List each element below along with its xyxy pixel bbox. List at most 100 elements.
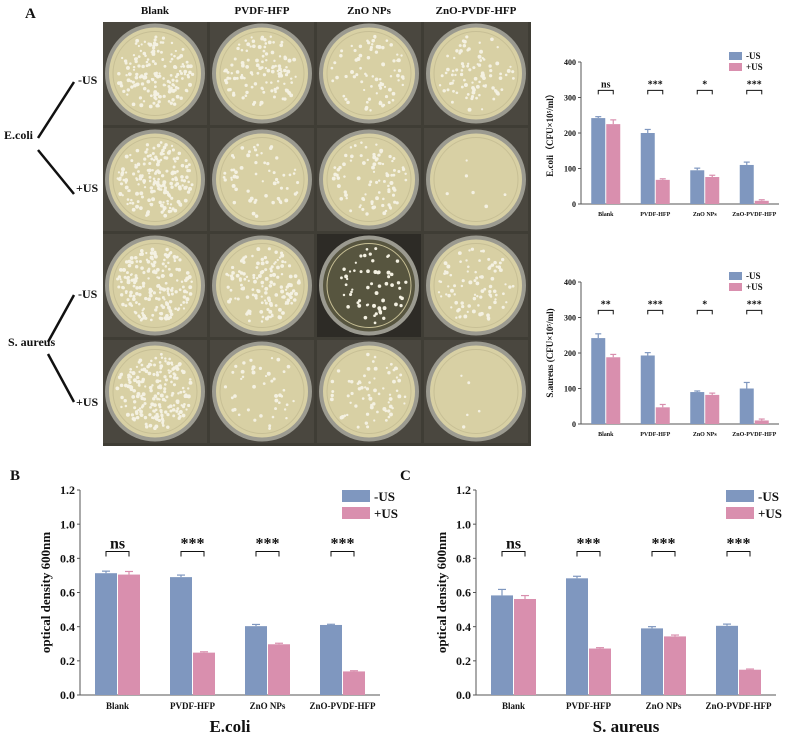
x-tick-label: PVDF-HFP: [640, 432, 670, 438]
bar: [705, 394, 720, 424]
column-label-zno-nps: ZnO NPs: [347, 5, 391, 17]
significance-bracket: [647, 89, 664, 95]
y-tick-label: 0: [572, 200, 576, 209]
y-tick-label: 100: [564, 384, 576, 393]
petri-dish: [103, 234, 207, 337]
bar: [245, 626, 267, 695]
significance-bracket: [647, 309, 664, 315]
bar: [655, 179, 670, 204]
panel-letter-a: A: [25, 6, 36, 22]
legend-label: +US: [758, 506, 782, 521]
petri-dish: [424, 22, 528, 125]
y-axis-label: optical density 600nm: [434, 532, 449, 654]
legend-swatch: [729, 63, 742, 71]
bar: [754, 420, 769, 424]
significance-label: *: [702, 79, 707, 90]
y-tick-label: 400: [564, 58, 576, 67]
column-label-pvdf-hfp: PVDF-HFP: [234, 5, 290, 17]
bar: [655, 407, 670, 424]
significance-bracket: [597, 309, 614, 315]
y-tick-label: 0.2: [456, 654, 471, 668]
significance-label: ***: [747, 299, 762, 310]
bar: [591, 118, 606, 204]
significance-bracket: [180, 551, 205, 557]
y-tick-label: 0.0: [456, 688, 471, 702]
y-axis-label: S.aureus (CFU×10⁵/ml): [545, 308, 555, 397]
legend-swatch: [726, 490, 754, 502]
x-tick-label: ZnO NPs: [693, 212, 718, 218]
x-axis-label: E.coli: [209, 717, 250, 736]
significance-bracket: [726, 551, 751, 557]
panel-letter-c: C: [400, 468, 411, 484]
x-tick-label: Blank: [502, 701, 525, 711]
bar: [589, 648, 611, 695]
y-tick-label: 0.4: [60, 620, 75, 634]
panel-letter-b: B: [10, 468, 21, 484]
y-tick-label: 200: [564, 129, 576, 138]
bar: [754, 200, 769, 204]
bar: [591, 338, 606, 424]
row-label-ecoli-plus-us: +US: [76, 181, 99, 195]
bar: [690, 170, 705, 204]
bar: [491, 595, 513, 695]
bar: [641, 628, 663, 695]
significance-bracket: [576, 551, 601, 557]
legend-swatch: [342, 490, 370, 502]
y-tick-label: 0.4: [456, 620, 471, 634]
significance-bracket: [696, 309, 713, 315]
row-label-ecoli-minus-us: -US: [78, 73, 98, 87]
legend-swatch: [729, 272, 742, 280]
x-tick-label: ZnO-PVDF-HFP: [310, 701, 376, 711]
significance-bracket: [105, 551, 130, 557]
legend-label: +US: [374, 506, 398, 521]
y-tick-label: 300: [564, 93, 576, 102]
chart-ecoli-od: 0.0 0.2 0.4 0.6 0.8 1.0 1.2 Blank ns PVDF-HFP *** Z…: [38, 483, 398, 736]
y-tick-label: 0.6: [456, 586, 471, 600]
bar: [640, 355, 655, 424]
significance-bracket: [597, 89, 614, 95]
significance-label: **: [601, 299, 611, 310]
legend-swatch: [729, 283, 742, 291]
chart-saureus-od: 0.0 0.2 0.4 0.6 0.8 1.0 1.2 Blank ns PVDF-HFP *** Z…: [434, 483, 782, 736]
bar: [606, 124, 621, 204]
y-tick-label: 0.2: [60, 654, 75, 668]
significance-label: ***: [648, 79, 663, 90]
significance-bracket: [696, 89, 713, 95]
bar: [514, 598, 536, 695]
y-tick-label: 0.0: [60, 688, 75, 702]
x-tick-label: PVDF-HFP: [170, 701, 215, 711]
petri-dish: [424, 128, 528, 231]
group-bracket-lines: [36, 81, 76, 403]
significance-label: ***: [648, 299, 663, 310]
legend-label: -US: [374, 489, 395, 504]
y-tick-label: 1.0: [60, 517, 75, 531]
petri-dish: [317, 128, 421, 231]
bar: [739, 164, 754, 204]
significance-bracket: [330, 551, 355, 557]
significance-label: ***: [747, 79, 762, 90]
y-tick-label: 1.2: [456, 483, 471, 497]
row-label-saureus-plus-us: +US: [76, 395, 99, 409]
x-tick-label: PVDF-HFP: [566, 701, 611, 711]
significance-label: ***: [577, 536, 601, 553]
legend-label: -US: [758, 489, 779, 504]
legend-swatch: [729, 52, 742, 60]
y-tick-label: 200: [564, 349, 576, 358]
bar: [343, 671, 365, 695]
petri-dish: [210, 340, 314, 443]
bar: [170, 577, 192, 695]
y-tick-label: 100: [564, 164, 576, 173]
significance-label: ***: [256, 536, 280, 553]
group-label-saureus: S. aureus: [8, 335, 56, 349]
petri-dish: [424, 234, 528, 337]
bar: [739, 388, 754, 424]
chart-saureus-cfu: 0 100 200 300 400 Blank ** PVDF-HFP *** ZnO NPs * Z…: [545, 271, 779, 438]
bar: [566, 578, 588, 695]
bar: [118, 574, 140, 695]
x-tick-label: ZnO NPs: [250, 701, 286, 711]
legend-label: +US: [746, 62, 763, 72]
significance-bracket: [501, 551, 526, 557]
y-tick-label: 300: [564, 313, 576, 322]
y-tick-label: 0.8: [456, 552, 471, 566]
x-tick-label: Blank: [598, 212, 614, 218]
